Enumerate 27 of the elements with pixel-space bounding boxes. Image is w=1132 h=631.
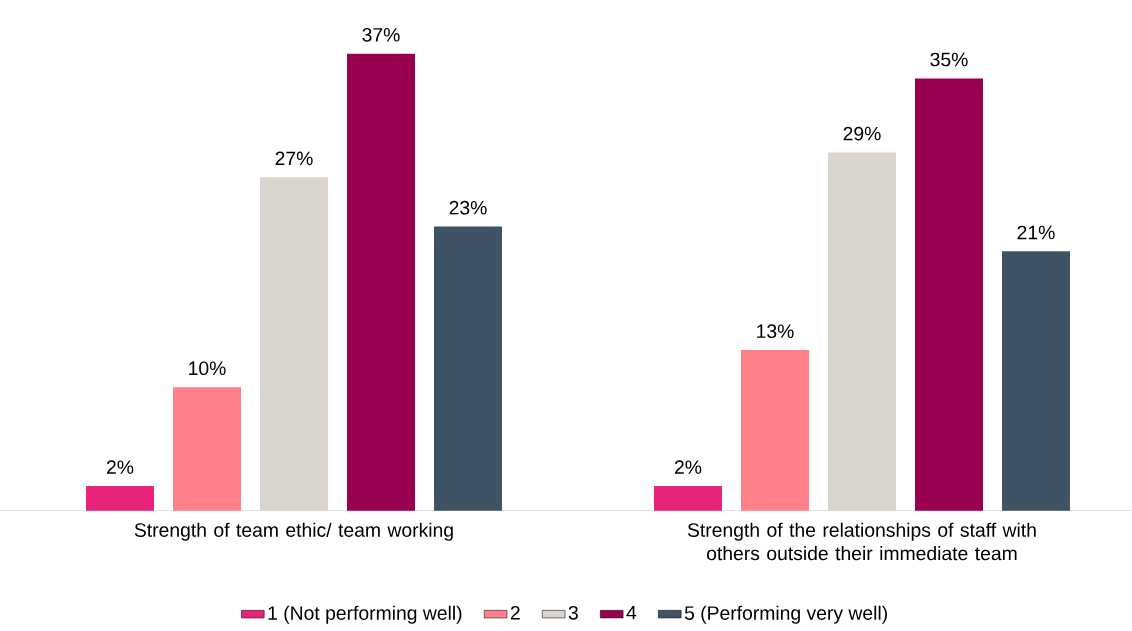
bar	[347, 53, 415, 511]
data-label: 13%	[757, 324, 794, 339]
bar	[827, 152, 896, 511]
data-label: 37%	[362, 28, 400, 42]
data-label: 35%	[930, 52, 968, 67]
x-tick-label: Strength of the relationships of staff with others outside their immediate team	[687, 522, 1036, 561]
data-label: 21%	[1017, 225, 1055, 240]
data-label: 27%	[275, 151, 313, 166]
legend-label: 4	[626, 606, 637, 620]
legend-label: 1 (Not performing well)	[268, 605, 462, 624]
data-label: 10%	[189, 361, 226, 376]
bar	[914, 78, 983, 511]
bar	[653, 486, 722, 511]
bar	[740, 350, 809, 511]
legend-label: 5 (Performing very well)	[684, 605, 887, 624]
bar	[172, 387, 241, 511]
bar	[259, 177, 328, 511]
legend-label: 3	[568, 606, 578, 620]
data-label: 29%	[843, 126, 881, 141]
bar	[86, 486, 154, 511]
x-tick-label: Strength of team ethic/ team working	[134, 522, 453, 541]
bar	[434, 226, 502, 511]
legend-label: 2	[510, 606, 520, 620]
data-label: 2%	[674, 460, 702, 475]
data-label: 2%	[107, 460, 134, 475]
bar	[1001, 251, 1070, 511]
data-label: 23%	[449, 201, 487, 215]
